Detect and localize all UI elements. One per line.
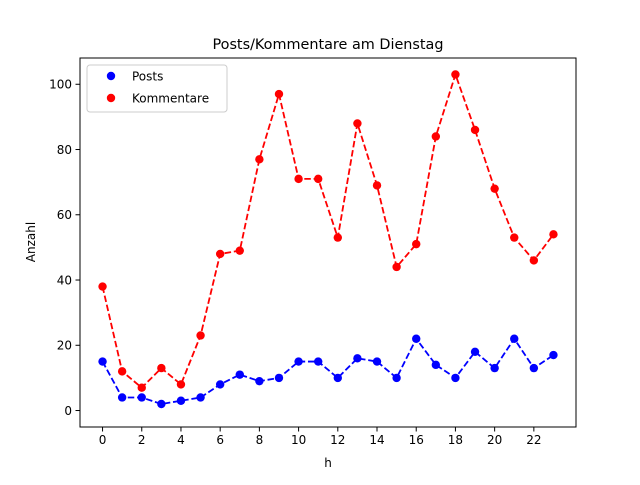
data-point-kommentare	[157, 363, 166, 373]
data-point-kommentare	[196, 331, 205, 340]
y-axis-label: Anzahl	[24, 222, 38, 262]
data-point-posts	[333, 373, 342, 383]
data-point-kommentare	[333, 233, 342, 242]
data-point-kommentare	[235, 246, 244, 255]
x-tick-label: 0	[99, 433, 107, 447]
x-tick-label: 16	[409, 433, 424, 447]
x-tick-label: 22	[526, 433, 541, 447]
plot-area	[98, 70, 558, 409]
data-point-kommentare	[451, 70, 460, 79]
data-point-posts	[549, 350, 558, 360]
legend-marker-posts	[106, 71, 116, 81]
y-tick-label: 80	[57, 143, 72, 157]
data-point-kommentare	[314, 174, 323, 184]
legend-label-kommentare: Kommentare	[132, 92, 209, 106]
x-tick-label: 20	[487, 433, 502, 447]
y-tick-label: 0	[64, 404, 72, 418]
data-point-posts	[372, 357, 382, 366]
data-point-kommentare	[549, 230, 558, 239]
x-tick-label: 2	[138, 433, 146, 447]
data-point-kommentare	[255, 155, 264, 164]
data-point-kommentare	[372, 181, 382, 190]
data-point-kommentare	[353, 119, 362, 128]
chart-title: Posts/Kommentare am Dienstag	[212, 37, 443, 53]
data-point-posts	[294, 357, 303, 366]
data-point-kommentare	[215, 249, 225, 259]
data-point-posts	[176, 396, 186, 405]
x-tick-label: 10	[291, 433, 306, 447]
data-point-posts	[451, 373, 460, 383]
data-point-kommentare	[117, 367, 127, 376]
data-point-kommentare	[274, 89, 284, 99]
data-point-posts	[98, 357, 107, 366]
data-point-kommentare	[470, 125, 480, 135]
data-point-kommentare	[392, 262, 401, 272]
data-point-kommentare	[294, 174, 303, 184]
x-tick-label: 18	[448, 433, 463, 447]
data-point-posts	[392, 373, 401, 383]
data-point-kommentare	[176, 380, 186, 389]
data-point-posts	[196, 393, 205, 402]
x-axis-label: h	[324, 456, 332, 470]
x-tick-label: 14	[369, 433, 384, 447]
data-point-posts	[314, 357, 323, 366]
data-point-kommentare	[137, 383, 146, 392]
y-tick-label: 20	[57, 339, 72, 353]
legend-box	[86, 64, 228, 113]
data-point-posts	[431, 360, 441, 370]
data-point-posts	[235, 370, 244, 379]
series-line-kommentare	[101, 73, 555, 389]
data-point-posts	[274, 373, 284, 383]
data-point-posts	[215, 380, 225, 389]
data-point-posts	[137, 393, 146, 402]
data-point-posts	[412, 334, 421, 343]
data-point-kommentare	[529, 256, 539, 265]
legend-marker-kommentare	[106, 93, 116, 103]
legend-label-posts: Posts	[132, 70, 163, 84]
data-point-posts	[510, 334, 519, 343]
data-point-posts	[490, 363, 499, 373]
axes-frame	[79, 57, 577, 428]
y-tick-label: 40	[57, 273, 72, 287]
data-point-kommentare	[412, 239, 421, 249]
data-point-posts	[529, 363, 539, 373]
data-point-posts	[470, 347, 480, 356]
data-point-kommentare	[510, 233, 519, 242]
legend: Posts Kommentare	[86, 64, 228, 113]
x-tick-label: 8	[256, 433, 264, 447]
x-tick-label: 4	[177, 433, 185, 447]
axes: 0 2 4 6 8 10 12 14 16 18 20 22 0 20 40 60 80 100	[49, 57, 577, 447]
data-point-posts	[117, 393, 127, 402]
y-tick-label: 100	[49, 78, 72, 92]
x-tick-label: 12	[330, 433, 345, 447]
data-point-kommentare	[490, 184, 499, 193]
data-point-posts	[157, 399, 166, 409]
x-tick-label: 6	[216, 433, 224, 447]
data-point-posts	[255, 376, 264, 386]
data-point-posts	[353, 354, 362, 363]
data-point-kommentare	[431, 132, 441, 141]
data-point-kommentare	[98, 282, 107, 291]
y-tick-label: 60	[57, 208, 72, 222]
